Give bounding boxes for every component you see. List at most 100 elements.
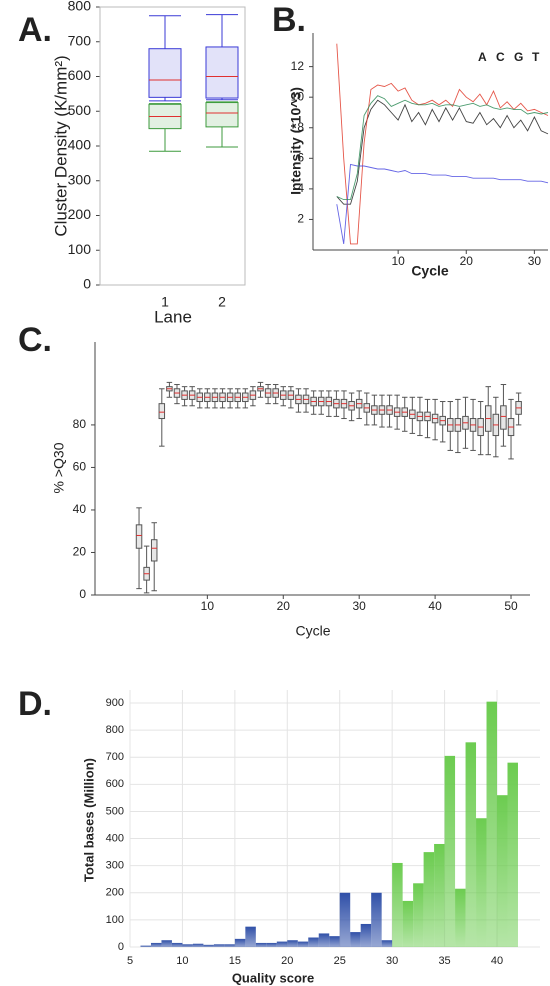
bar <box>140 945 151 947</box>
bar <box>182 944 193 947</box>
bar <box>350 932 361 947</box>
box <box>150 539 158 562</box>
panel-letter: B. <box>272 1 306 39</box>
bar <box>161 940 172 947</box>
bar <box>234 938 246 947</box>
panel-letter: C. <box>18 321 52 359</box>
x-tick-label: 30 <box>353 599 367 613</box>
x-tick-label: 40 <box>428 599 442 613</box>
plot-frame <box>99 6 246 286</box>
y-tick-label: 2 <box>297 212 304 226</box>
bar <box>318 933 330 947</box>
y-tick-label: 0 <box>83 276 91 292</box>
y-tick-label: 4 <box>297 181 304 195</box>
bar <box>371 892 382 947</box>
y-tick-label: 500 <box>106 805 124 817</box>
y-tick-label: 600 <box>106 778 124 790</box>
x-tick-label: 20 <box>281 955 293 967</box>
bar <box>434 843 445 947</box>
series-line <box>336 95 549 201</box>
y-tick-label: 200 <box>106 887 124 899</box>
x-tick-label: 35 <box>438 955 450 967</box>
bar <box>486 701 498 947</box>
legend-entry: C <box>496 50 505 64</box>
legend-entry: A <box>478 50 487 64</box>
x-tick-label: 1 <box>161 294 169 310</box>
y-tick-label: 800 <box>106 724 124 736</box>
y-tick-label: 500 <box>68 102 92 118</box>
bar <box>297 941 309 947</box>
x-axis-label: Quality score <box>232 970 314 985</box>
x-tick-label: 15 <box>229 955 241 967</box>
box <box>135 524 143 549</box>
bar <box>276 941 288 947</box>
x-tick-label: 40 <box>491 955 503 967</box>
y-tick-label: 12 <box>291 59 305 73</box>
y-tick-label: 0 <box>79 587 86 601</box>
y-tick-label: 10 <box>291 89 305 103</box>
y-axis-label: Intensity (*10^3) <box>288 87 304 195</box>
x-tick-label: 20 <box>460 254 474 268</box>
x-axis-label: Cycle <box>295 623 330 639</box>
bar <box>171 942 183 947</box>
bar <box>360 923 372 947</box>
box <box>148 48 182 98</box>
bar <box>402 900 414 947</box>
bar <box>476 818 487 947</box>
series-line <box>336 163 549 244</box>
y-tick-label: 700 <box>68 32 92 48</box>
x-axis-label: Lane <box>154 307 192 326</box>
x-tick-label: 30 <box>528 254 542 268</box>
bar <box>245 926 256 947</box>
box <box>205 102 239 128</box>
series-line <box>336 43 549 245</box>
bar <box>213 944 225 947</box>
y-tick-label: 700 <box>106 751 124 763</box>
panel-letter: A. <box>18 11 52 49</box>
x-tick-label: 5 <box>127 955 133 967</box>
x-tick-label: 20 <box>277 599 291 613</box>
bar <box>266 942 277 947</box>
y-tick-label: 40 <box>73 502 87 516</box>
x-tick-label: 50 <box>504 599 518 613</box>
y-axis-label: Cluster Density (K/mm²) <box>51 55 70 236</box>
bar <box>444 755 456 947</box>
y-tick-label: 800 <box>68 0 92 14</box>
box <box>500 405 507 430</box>
bar <box>465 742 477 947</box>
y-tick-label: 20 <box>73 545 87 559</box>
y-tick-label: 100 <box>68 241 92 257</box>
y-tick-label: 60 <box>73 460 87 474</box>
bar <box>150 942 162 947</box>
bar <box>308 937 319 947</box>
bar <box>413 883 424 947</box>
x-tick-label: 10 <box>176 955 188 967</box>
box <box>158 403 166 420</box>
y-tick-label: 200 <box>68 206 92 222</box>
bar <box>339 892 351 947</box>
bar <box>392 862 403 947</box>
x-tick-label: 25 <box>334 955 346 967</box>
y-tick-label: 600 <box>68 67 92 83</box>
bar <box>507 762 518 947</box>
y-axis-label: % >Q30 <box>51 442 67 493</box>
bar <box>381 940 393 947</box>
y-tick-label: 0 <box>118 941 124 953</box>
bar <box>203 944 214 947</box>
bar <box>497 795 508 947</box>
y-tick-label: 8 <box>297 120 304 134</box>
y-axis-label: Total bases (Million) <box>81 758 96 882</box>
bar <box>423 852 435 947</box>
bar <box>255 942 267 947</box>
y-tick-label: 300 <box>68 171 92 187</box>
panel-letter: D. <box>18 685 52 723</box>
y-tick-label: 80 <box>73 417 87 431</box>
x-tick-label: 30 <box>386 955 398 967</box>
y-tick-label: 100 <box>106 914 124 926</box>
y-tick-label: 300 <box>106 860 124 872</box>
y-tick-label: 900 <box>106 697 124 709</box>
x-tick-label: 2 <box>218 294 226 310</box>
x-axis-label: Cycle <box>411 263 449 279</box>
x-tick-label: 10 <box>201 599 215 613</box>
